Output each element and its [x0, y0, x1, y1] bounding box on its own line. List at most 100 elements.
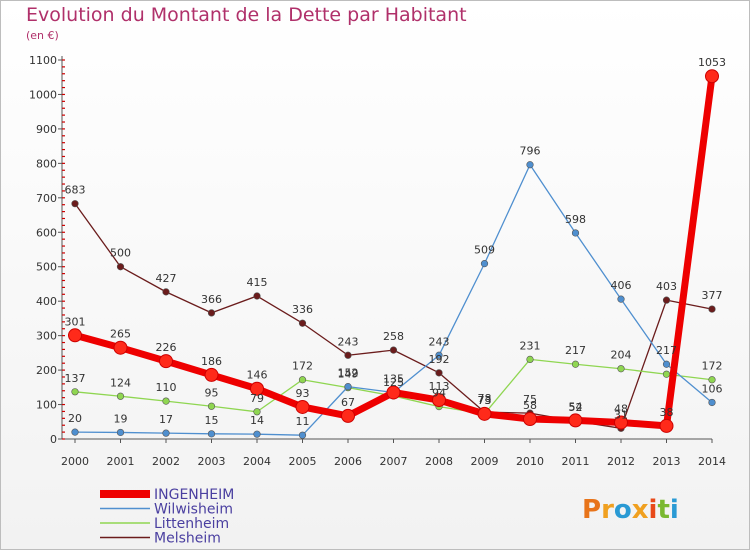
data-label-ingenheim: 54 [569, 400, 583, 413]
data-label-wilwisheim: 406 [611, 279, 632, 292]
data-labels: 683 500 427 366 415 336 243 258 192 78 75 52 31 403 37… [65, 56, 727, 428]
data-label-wilwisheim: 135 [383, 372, 404, 385]
chart-subtitle: (en €) [26, 29, 59, 42]
data-label-wilwisheim: 509 [474, 244, 495, 257]
data-point-littenheim [526, 355, 534, 364]
data-label-wilwisheim: 19 [114, 412, 128, 425]
data-point-littenheim [298, 376, 307, 384]
data-label-wilwisheim: 14 [250, 414, 264, 427]
y-tick-label: 100 [36, 399, 57, 412]
data-label-melsheim: 427 [156, 272, 177, 285]
data-label-wilwisheim: 17 [159, 413, 173, 426]
y-tick-label: 0 [50, 433, 57, 446]
data-point-littenheim [617, 365, 625, 373]
data-label-melsheim: 377 [702, 289, 723, 302]
y-tick-label: 400 [36, 295, 57, 308]
data-point-melsheim [253, 292, 261, 300]
logo-letter: i [670, 495, 679, 525]
y-tick-label: 500 [36, 261, 57, 274]
data-label-littenheim: 73 [478, 394, 492, 407]
x-tick-label: 2008 [425, 455, 453, 468]
legend-label-littenheim: Littenheim [154, 516, 229, 532]
data-point-melsheim [344, 351, 352, 359]
y-tick-label: 200 [36, 364, 57, 377]
x-tick-label: 2009 [471, 455, 499, 468]
data-label-ingenheim: 113 [429, 380, 450, 393]
chart-title: Evolution du Montant de la Dette par Hab… [26, 4, 467, 26]
x-tick-label: 2012 [607, 455, 635, 468]
data-point-ingenheim [523, 412, 537, 427]
data-label-wilwisheim: 217 [656, 344, 677, 357]
data-point-ingenheim [568, 413, 583, 428]
data-point-melsheim [662, 296, 671, 304]
x-tick-label: 2013 [653, 455, 681, 468]
data-label-littenheim: 79 [250, 392, 264, 405]
data-point-wilwisheim [344, 383, 352, 391]
series-lines [68, 69, 719, 439]
data-label-melsheim: 192 [429, 353, 450, 366]
legend-label-wilwisheim: Wilwisheim [154, 502, 233, 518]
data-point-melsheim [207, 309, 216, 317]
data-point-ingenheim [659, 418, 674, 433]
data-label-ingenheim: 67 [341, 396, 355, 409]
data-point-ingenheim [159, 354, 173, 369]
data-point-littenheim [708, 376, 716, 384]
data-label-melsheim: 31 [614, 408, 628, 421]
x-tick-label: 2001 [107, 455, 135, 468]
logo-letter: i [649, 495, 658, 525]
data-label-wilwisheim: 15 [205, 414, 219, 427]
y-tick-label: 800 [36, 157, 57, 170]
data-point-ingenheim [113, 340, 128, 355]
data-point-littenheim [116, 392, 125, 400]
data-label-melsheim: 336 [292, 303, 313, 316]
data-label-littenheim: 149 [338, 368, 359, 381]
x-tick-label: 2011 [562, 455, 590, 468]
data-point-ingenheim [386, 385, 401, 400]
logo-letter: x [632, 495, 649, 525]
data-label-melsheim: 403 [656, 280, 677, 293]
data-label-littenheim: 204 [611, 349, 632, 362]
data-point-wilwisheim [708, 398, 716, 407]
data-point-ingenheim [705, 69, 719, 84]
data-label-melsheim: 75 [523, 393, 537, 406]
y-tick-label: 900 [36, 123, 57, 136]
x-tick-label: 2007 [380, 455, 408, 468]
data-point-melsheim [298, 319, 307, 327]
proxiti-logo: Proxiti [582, 495, 679, 525]
data-point-wilwisheim [253, 430, 261, 438]
data-point-littenheim [207, 402, 216, 410]
x-tick-label: 2002 [152, 455, 180, 468]
y-tick-label: 600 [36, 226, 57, 239]
y-tick-label: 300 [36, 330, 57, 343]
data-label-melsheim: 415 [247, 276, 268, 289]
data-label-littenheim: 137 [65, 372, 86, 385]
data-label-ingenheim: 48 [614, 402, 628, 415]
x-tick-label: 2000 [61, 455, 89, 468]
x-tick-label: 2004 [243, 455, 271, 468]
legend-label-ingenheim: INGENHEIM [154, 487, 234, 503]
data-label-littenheim: 94 [432, 387, 446, 400]
data-label-wilwisheim: 106 [702, 382, 723, 395]
x-tick-label: 2005 [289, 455, 317, 468]
data-label-littenheim: 125 [383, 376, 404, 389]
data-label-ingenheim: 58 [523, 399, 537, 412]
data-label-melsheim: 683 [65, 184, 86, 197]
logo-letter: r [601, 495, 614, 525]
data-point-littenheim [162, 397, 170, 405]
data-point-ingenheim [250, 381, 264, 396]
data-label-wilwisheim: 11 [296, 415, 310, 428]
data-point-wilwisheim [480, 260, 489, 268]
logo-letter: P [582, 495, 601, 525]
data-point-wilwisheim [207, 430, 216, 438]
data-point-melsheim [116, 263, 125, 271]
data-point-ingenheim [295, 399, 310, 414]
data-point-ingenheim [204, 367, 219, 382]
data-point-melsheim [435, 369, 443, 377]
data-point-wilwisheim [162, 429, 170, 437]
y-tick-label: 1000 [29, 88, 57, 101]
data-point-wilwisheim [116, 428, 125, 437]
data-point-wilwisheim [298, 431, 307, 439]
data-label-melsheim: 500 [110, 247, 131, 260]
